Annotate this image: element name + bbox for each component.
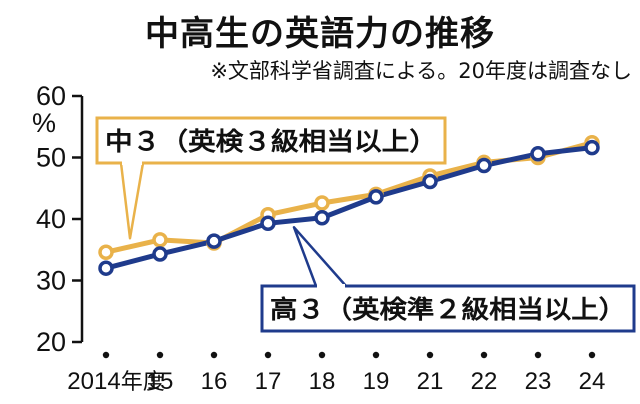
series-2-point — [422, 173, 438, 190]
series-2-point — [368, 189, 384, 205]
series-lines — [98, 134, 600, 276]
series-1-point — [314, 195, 330, 211]
x-tick-label: 17 — [255, 368, 282, 395]
x-tick-dot — [480, 351, 488, 359]
x-tick-dot — [588, 351, 596, 359]
legend-box-2 — [260, 284, 636, 333]
x-tick-label: 21 — [417, 368, 444, 395]
x-tick-label: 23 — [525, 368, 552, 395]
legend-box-1 — [95, 116, 447, 165]
legend-pointer-1 — [119, 161, 145, 240]
x-tick-dot — [318, 351, 326, 359]
x-tick-label: 18 — [309, 368, 336, 395]
series-1-point — [152, 232, 168, 248]
x-tick-dot — [210, 351, 218, 359]
legend-label-2: 高３（英検準２級相当以上） — [270, 295, 626, 324]
x-tick-dot — [264, 351, 272, 359]
x-tick-label: 15 — [147, 368, 174, 395]
legend-label-1: 中３（英検３級相当以上） — [105, 127, 437, 156]
x-tick-label: 19 — [363, 368, 390, 395]
legend-pointer-2 — [292, 226, 348, 288]
x-tick-dot — [372, 351, 380, 359]
series-2-point — [530, 146, 546, 162]
series-2-point — [584, 139, 600, 156]
legend-callouts: 中３（英検３級相当以上） 高３（英検準２級相当以上） — [95, 116, 636, 333]
x-tick-dot — [102, 351, 110, 359]
y-tick-label: 20 — [36, 327, 66, 357]
y-tick-label: 60 — [36, 81, 66, 111]
y-tick-label: 30 — [36, 266, 66, 296]
y-tick-label: 40 — [36, 204, 66, 234]
x-tick-label: 2014年度 — [67, 368, 164, 395]
x-tick-suffix: 年度 — [121, 370, 165, 395]
x-tick-label: 22 — [471, 368, 498, 395]
y-tick-label: 50 — [36, 143, 66, 173]
series-line-2 — [105, 145, 593, 271]
series-2-point — [152, 246, 168, 262]
series-2-point — [476, 157, 492, 174]
series-2-point — [98, 260, 114, 276]
chart-subtitle: ※文部科学省調査による。20年度は調査なし — [210, 59, 632, 83]
y-axis-unit: % — [32, 108, 56, 138]
series-1-point — [98, 244, 114, 260]
series-2-point — [314, 210, 330, 226]
x-tick-dot — [156, 351, 164, 359]
x-tick-dot — [534, 351, 542, 359]
x-tick-dot — [426, 351, 434, 359]
x-tick-label: 16 — [201, 368, 228, 395]
chart-title: 中高生の英語力の推移 — [145, 14, 495, 54]
series-2-point — [260, 215, 276, 232]
x-tick-label: 24 — [579, 368, 606, 395]
series-2-point — [206, 233, 222, 249]
